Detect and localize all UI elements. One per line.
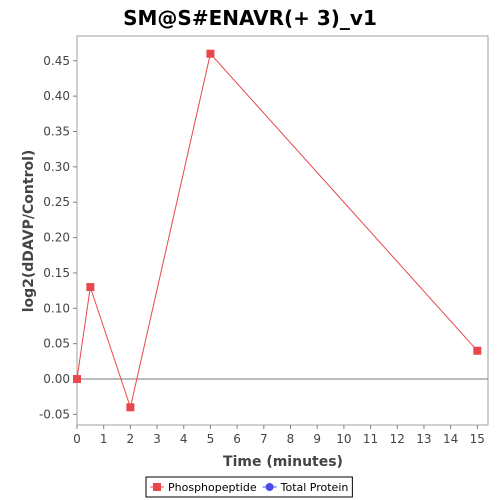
y-tick-label: 0.30 [43,160,70,174]
plot-area [76,35,489,426]
x-tick-label: 13 [416,432,431,446]
y-tick-label: 0.40 [43,89,70,103]
y-tick-label: 0.45 [43,54,70,68]
x-tick-label: 0 [73,432,81,446]
legend-box [145,476,353,498]
series-layer [73,49,482,412]
legend-label: Total Protein [280,481,349,494]
legend-marker [153,483,161,491]
x-tick-label: 14 [443,432,458,446]
legend: Phosphopeptide Total Protein [145,476,353,498]
chart-title: SM@S#ENAVR(+ 3)_v1 [123,6,377,30]
y-tick-label: 0.05 [43,337,70,351]
y-tick-label: -0.05 [39,407,70,421]
data-point [473,346,482,355]
y-tick-label: 0.15 [43,266,70,280]
legend-marker [265,483,274,491]
x-tick-label: 8 [287,432,295,446]
x-tick-label: 15 [470,432,485,446]
data-point [73,375,81,384]
x-axis-label: Time (minutes) [223,454,343,470]
y-tick-label: 0.25 [43,195,70,209]
y-tick-label: 0.20 [43,231,70,245]
x-tick-label: 1 [100,432,108,446]
x-tick-label: 11 [363,432,378,446]
x-tick-label: 4 [180,432,188,446]
legend-label: Phosphopeptide [168,481,257,494]
y-axis: -0.05 0.00 0.05 0.10 0.15 0.20 0.25 0.30 0.35 0.4… [39,54,77,421]
x-tick-label: 7 [260,432,268,446]
y-tick-label: 0.10 [43,301,70,315]
x-tick-label: 9 [313,432,321,446]
x-tick-label: 12 [390,432,405,446]
x-tick-label: 2 [127,432,135,446]
data-point [126,403,135,412]
x-tick-label: 5 [207,432,215,446]
x-tick-label: 6 [233,432,241,446]
data-point [206,49,215,58]
y-tick-label: 0.00 [43,372,70,386]
y-axis-label: log2(dDAVP/Control) [21,150,37,313]
x-tick-label: 3 [153,432,161,446]
x-axis: 0 1 2 3 4 5 6 7 8 9 10 11 12 13 14 15 [73,425,485,446]
data-point [86,283,95,292]
x-tick-label: 10 [336,432,351,446]
y-tick-label: 0.35 [43,124,70,138]
